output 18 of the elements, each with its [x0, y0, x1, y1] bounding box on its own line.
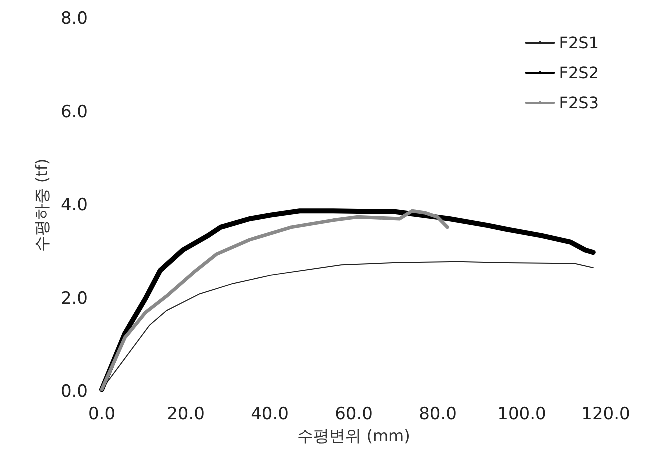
y-tick-label: 4.0 [60, 196, 88, 216]
x-axis-title: 수평변위 (mm) [298, 426, 410, 446]
y-tick-label: 0.0 [60, 382, 88, 402]
x-tick-label: 60.0 [335, 404, 373, 424]
legend-label: F2S3 [559, 94, 599, 112]
y-tick-label: 8.0 [60, 9, 88, 29]
y-tick-label: 2.0 [60, 288, 88, 309]
y-axis-title: 수평하중 (tf) [32, 158, 52, 252]
x-tick-label: 20.0 [167, 404, 205, 424]
x-tick-label: 100.0 [498, 404, 546, 424]
legend-label: F2S1 [559, 34, 599, 52]
legend-label: F2S2 [559, 64, 599, 82]
x-tick-label: 0.0 [88, 404, 116, 424]
x-tick-label: 120.0 [582, 404, 630, 424]
line-series [100, 209, 450, 392]
x-tick-label: 40.0 [251, 404, 289, 424]
y-tick-label: 6.0 [60, 102, 88, 122]
x-tick-label: 80.0 [419, 404, 457, 424]
